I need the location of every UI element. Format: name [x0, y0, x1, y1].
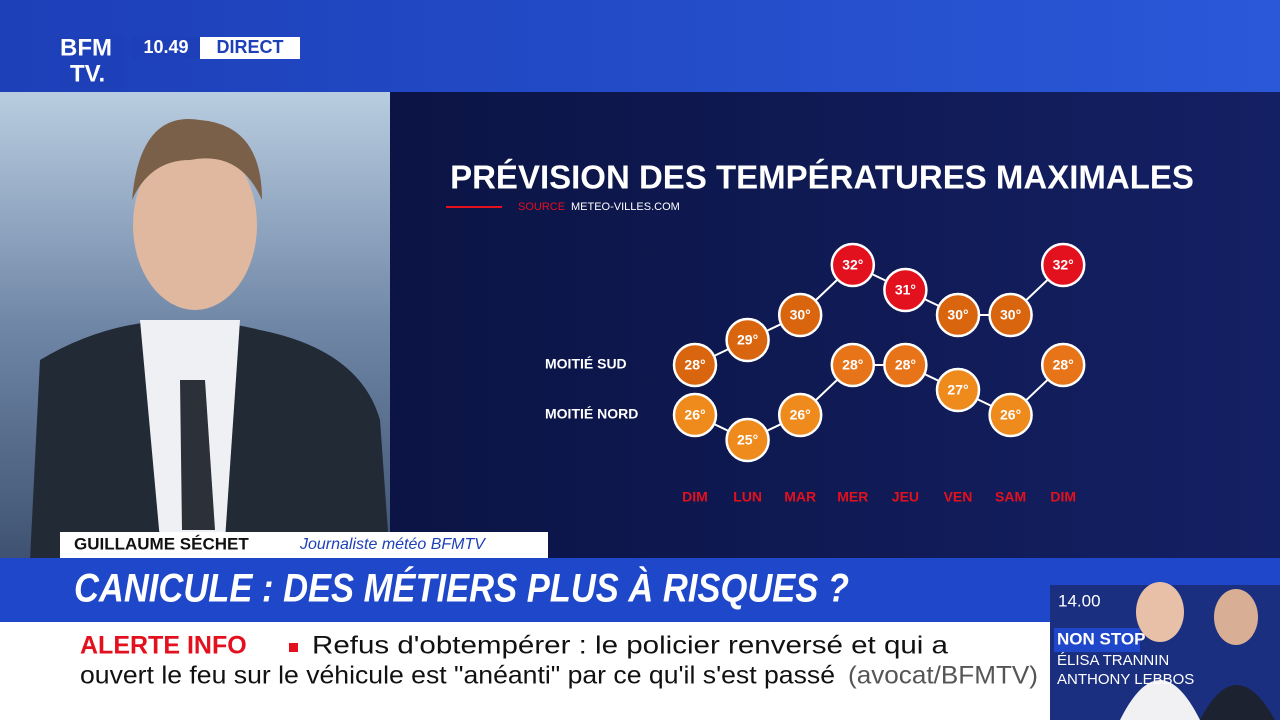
value-label: 30° — [790, 307, 811, 323]
ticker — [0, 622, 1050, 720]
point — [725, 417, 770, 463]
presenter-tie — [180, 380, 215, 530]
x-tick-label: DIM — [1050, 489, 1076, 505]
host-body — [1120, 680, 1200, 720]
live-tag: DIRECT — [217, 37, 284, 57]
point — [830, 342, 876, 388]
host-body — [1200, 685, 1275, 720]
source: METEO-VILLES.COM — [571, 201, 680, 213]
point — [935, 367, 981, 413]
name-strip — [60, 532, 548, 558]
value-label: 27° — [947, 382, 968, 398]
chart: PRÉVISION DES TEMPÉRATURES MAXIMALES SOU… — [446, 159, 1194, 505]
point — [777, 292, 823, 338]
presenter-head — [133, 140, 257, 310]
next-time: 14.00 — [1058, 591, 1101, 610]
point — [1040, 342, 1086, 388]
clock: 10.49 — [143, 37, 188, 57]
value-label: 26° — [1000, 407, 1021, 423]
guest-name: GUILLAUME SÉCHET — [74, 534, 249, 553]
host-face — [1214, 589, 1258, 645]
guest-role: Journaliste météo BFMTV — [299, 536, 486, 553]
point — [935, 292, 981, 338]
point — [988, 392, 1033, 438]
value-label: 30° — [1000, 307, 1021, 323]
value-label: 28° — [842, 357, 863, 373]
value-label: 28° — [684, 357, 705, 373]
ticker-text: ouvert le feu sur le véhicule est "anéan… — [80, 662, 835, 690]
value-label: 32° — [1053, 257, 1074, 273]
presenter-hair — [132, 119, 262, 200]
chart-title: PRÉVISION DES TEMPÉRATURES MAXIMALES — [450, 159, 1194, 196]
series-label: MOITIÉ NORD — [545, 406, 638, 422]
point — [988, 292, 1033, 338]
value-label: 30° — [947, 307, 968, 323]
value-label: 25° — [737, 432, 758, 448]
value-label: 31° — [895, 282, 916, 298]
x-tick-label: SAM — [995, 489, 1026, 505]
show-name: NON STOP — [1057, 629, 1145, 648]
point — [883, 267, 928, 313]
x-tick-label: MER — [837, 489, 868, 505]
point — [725, 317, 770, 363]
value-label: 28° — [895, 357, 916, 373]
ticker-credit: (avocat/BFMTV) — [848, 662, 1038, 690]
host-name: ÉLISA TRANNIN — [1057, 652, 1169, 669]
x-tick-label: LUN — [733, 489, 762, 505]
source-label: SOURCE — [518, 201, 565, 213]
x-tick-label: MAR — [784, 489, 816, 505]
x-tick-label: VEN — [944, 489, 973, 505]
ticker-label: ALERTE INFO — [80, 632, 247, 660]
x-tick-label: DIM — [682, 489, 708, 505]
point — [830, 242, 876, 288]
headline: CANICULE : DES MÉTIERS PLUS À RISQUES ? — [74, 566, 849, 611]
series-label: MOITIÉ SUD — [545, 356, 627, 372]
host-name: ANTHONY LEBBOS — [1057, 671, 1194, 688]
ticker-text: Refus d'obtempérer : le policier renvers… — [312, 632, 948, 660]
x-tick-label: JEU — [892, 489, 919, 505]
point — [883, 342, 928, 388]
logo: BFM — [60, 34, 112, 61]
ticker-dot — [289, 643, 298, 652]
value-label: 28° — [1053, 357, 1074, 373]
show-tag — [1054, 628, 1140, 652]
point — [777, 392, 823, 438]
host-face — [1136, 582, 1184, 642]
value-label: 26° — [790, 407, 811, 423]
value-label: 26° — [684, 407, 705, 423]
logo: TV. — [70, 60, 105, 87]
clock-box — [132, 37, 200, 59]
value-label: 29° — [737, 332, 758, 348]
point — [1040, 242, 1086, 288]
point — [672, 342, 718, 388]
value-label: 32° — [842, 257, 863, 273]
logo-bg — [58, 36, 124, 88]
point — [672, 392, 718, 438]
chart-panel — [390, 92, 1280, 562]
